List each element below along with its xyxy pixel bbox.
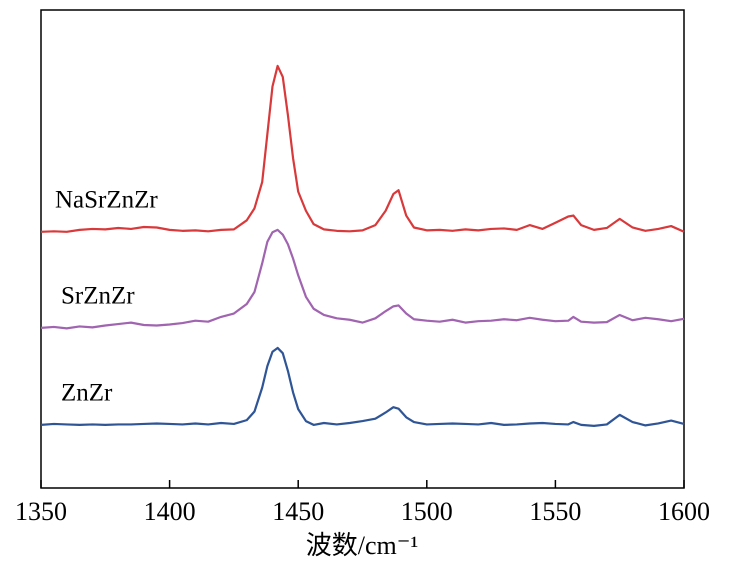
spectrum-line bbox=[40, 228, 685, 330]
x-tick-label: 1400 bbox=[144, 497, 196, 526]
series-label: SrZnZr bbox=[61, 283, 135, 310]
x-tick-label: 1450 bbox=[272, 497, 324, 526]
spectrum-line bbox=[40, 64, 685, 233]
x-tick-label: 1550 bbox=[529, 497, 581, 526]
series-label: NaSrZnZr bbox=[55, 187, 158, 214]
plot-frame bbox=[40, 9, 685, 489]
x-tick-label: 1600 bbox=[658, 497, 710, 526]
x-tick-label: 1350 bbox=[15, 497, 67, 526]
spectrum-line bbox=[40, 346, 685, 427]
x-axis-label: 波数/cm⁻¹ bbox=[306, 531, 419, 560]
x-tick-label: 1500 bbox=[401, 497, 453, 526]
series-label: ZnZr bbox=[61, 380, 113, 407]
